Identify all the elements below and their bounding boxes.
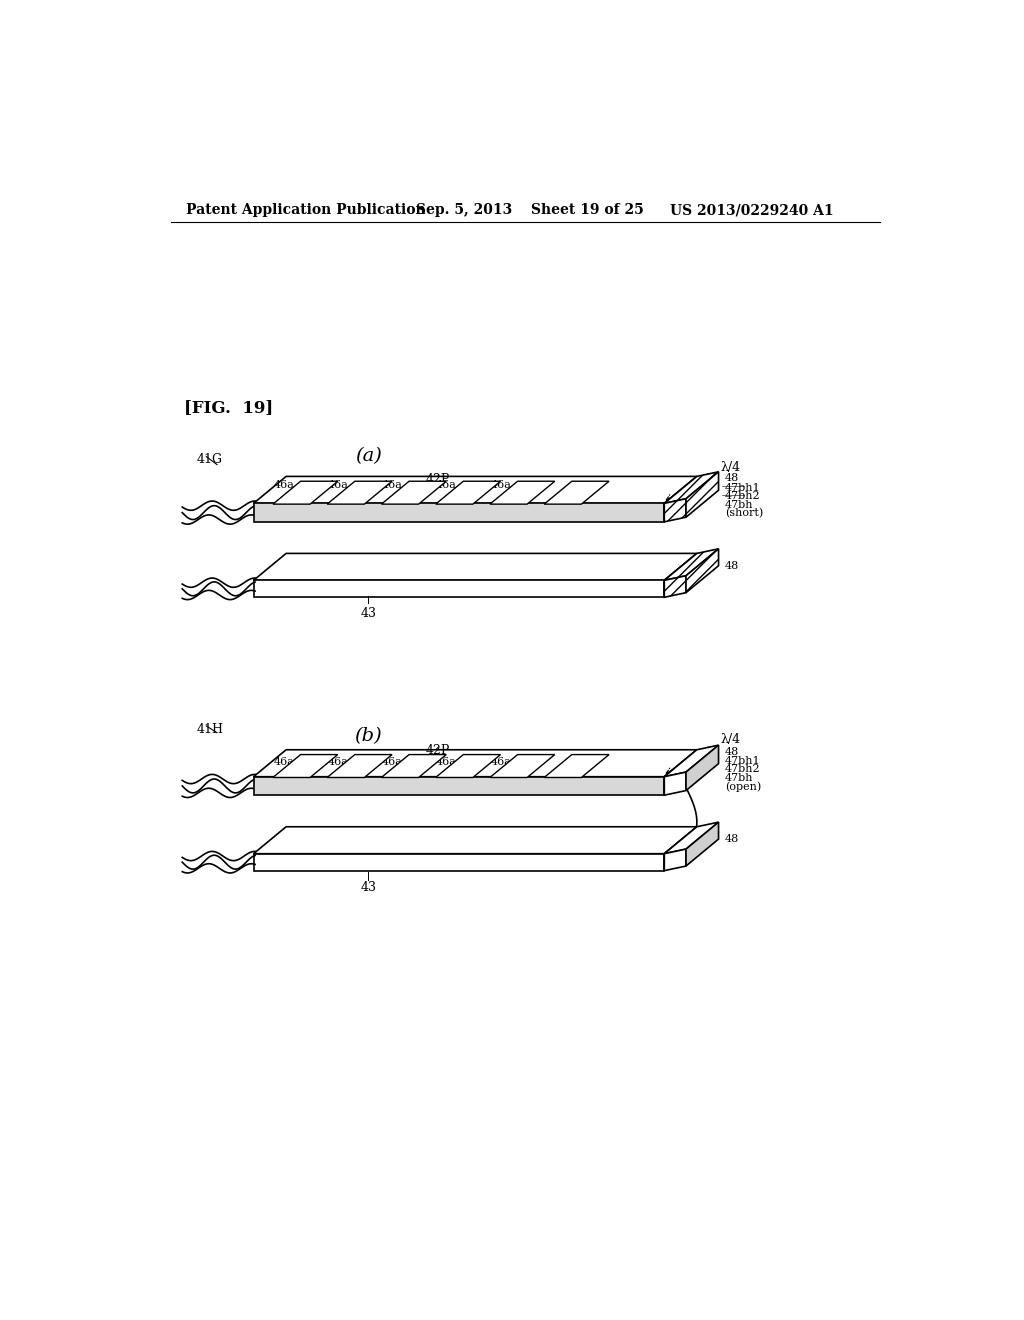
Text: 41G: 41G bbox=[197, 453, 222, 466]
Text: 48: 48 bbox=[725, 561, 739, 572]
Text: 47bh2: 47bh2 bbox=[725, 491, 761, 502]
Polygon shape bbox=[665, 750, 697, 795]
Text: [FIG.  19]: [FIG. 19] bbox=[183, 399, 273, 416]
Text: 42P: 42P bbox=[426, 744, 451, 758]
Polygon shape bbox=[273, 482, 338, 504]
Text: 47bh1: 47bh1 bbox=[725, 483, 761, 492]
Polygon shape bbox=[254, 750, 697, 776]
Polygon shape bbox=[665, 744, 719, 776]
Polygon shape bbox=[254, 776, 665, 795]
Polygon shape bbox=[665, 553, 697, 598]
Text: 46a: 46a bbox=[382, 756, 402, 767]
Polygon shape bbox=[665, 826, 697, 871]
Text: 46a: 46a bbox=[436, 756, 457, 767]
Text: Patent Application Publication: Patent Application Publication bbox=[186, 203, 426, 216]
Polygon shape bbox=[686, 744, 719, 791]
Text: 46a: 46a bbox=[273, 756, 294, 767]
Polygon shape bbox=[686, 549, 719, 593]
Polygon shape bbox=[254, 826, 697, 854]
Text: λ/4: λ/4 bbox=[721, 461, 741, 474]
Text: US 2013/0229240 A1: US 2013/0229240 A1 bbox=[671, 203, 835, 216]
Polygon shape bbox=[489, 755, 555, 777]
Text: (b): (b) bbox=[354, 726, 382, 744]
Text: 48: 48 bbox=[725, 474, 739, 483]
Polygon shape bbox=[254, 581, 665, 598]
Text: 47bh: 47bh bbox=[725, 499, 754, 510]
Polygon shape bbox=[665, 772, 686, 795]
Text: 48: 48 bbox=[725, 834, 739, 845]
Text: 46a: 46a bbox=[436, 480, 457, 490]
Polygon shape bbox=[665, 849, 686, 871]
Text: λ/4: λ/4 bbox=[721, 733, 741, 746]
Polygon shape bbox=[381, 482, 446, 504]
Polygon shape bbox=[544, 755, 609, 777]
Polygon shape bbox=[254, 854, 665, 871]
Text: 46a: 46a bbox=[490, 480, 511, 490]
Text: 42P: 42P bbox=[426, 473, 451, 486]
Polygon shape bbox=[435, 482, 501, 504]
Polygon shape bbox=[381, 755, 446, 777]
Polygon shape bbox=[273, 755, 338, 777]
Polygon shape bbox=[254, 477, 697, 503]
Polygon shape bbox=[665, 822, 719, 854]
Text: 46a: 46a bbox=[490, 756, 511, 767]
Polygon shape bbox=[544, 482, 609, 504]
Text: 46a: 46a bbox=[328, 756, 348, 767]
Polygon shape bbox=[686, 822, 719, 866]
Text: (short): (short) bbox=[725, 508, 763, 519]
Text: 43: 43 bbox=[360, 607, 376, 619]
Polygon shape bbox=[328, 755, 392, 777]
Text: 48: 48 bbox=[725, 747, 739, 756]
Polygon shape bbox=[665, 499, 686, 521]
Text: 46a: 46a bbox=[382, 480, 402, 490]
Text: 46a: 46a bbox=[328, 480, 348, 490]
Polygon shape bbox=[665, 471, 719, 503]
Polygon shape bbox=[328, 482, 392, 504]
Polygon shape bbox=[665, 576, 686, 598]
Polygon shape bbox=[435, 755, 501, 777]
Text: (a): (a) bbox=[354, 447, 382, 465]
Polygon shape bbox=[665, 549, 719, 581]
Text: Sheet 19 of 25: Sheet 19 of 25 bbox=[531, 203, 644, 216]
Text: 46a: 46a bbox=[273, 480, 294, 490]
Text: 43: 43 bbox=[360, 882, 376, 895]
Text: (open): (open) bbox=[725, 781, 761, 792]
Polygon shape bbox=[665, 477, 697, 521]
Text: 47bh2: 47bh2 bbox=[725, 764, 761, 775]
Text: 47bh1: 47bh1 bbox=[725, 756, 761, 766]
Text: 41H: 41H bbox=[197, 723, 223, 735]
Polygon shape bbox=[254, 553, 697, 581]
Polygon shape bbox=[489, 482, 555, 504]
Text: 47bh: 47bh bbox=[725, 774, 754, 783]
Text: Sep. 5, 2013: Sep. 5, 2013 bbox=[417, 203, 513, 216]
Polygon shape bbox=[686, 471, 719, 517]
Polygon shape bbox=[254, 503, 665, 521]
